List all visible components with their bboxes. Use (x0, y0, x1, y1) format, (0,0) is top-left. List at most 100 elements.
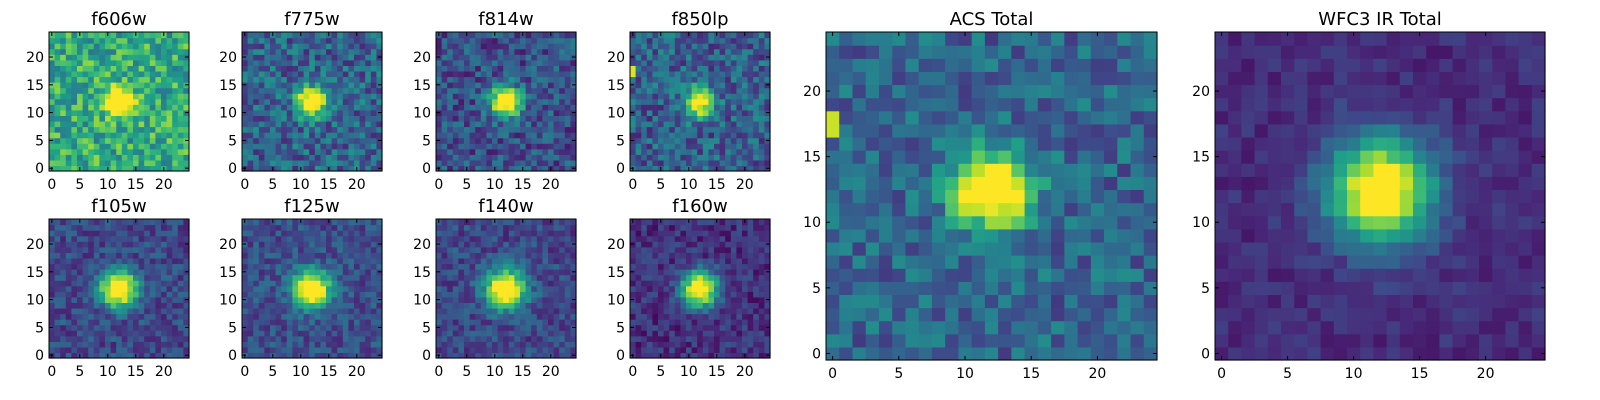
heatmap-cell (714, 154, 721, 161)
heatmap-cell (110, 352, 117, 359)
heatmap-cell (669, 70, 676, 78)
heatmap-cell (77, 335, 84, 342)
heatmap-cell (354, 143, 361, 150)
heatmap-cell (292, 143, 299, 150)
heatmap-cell (77, 109, 84, 116)
heatmap-cell (326, 241, 333, 248)
heatmap-cell (264, 98, 271, 105)
heatmap-cell (520, 48, 527, 55)
heatmap-cell (348, 143, 355, 150)
heatmap-cell (452, 330, 459, 337)
heatmap-cell (138, 257, 145, 265)
heatmap-cell (714, 159, 721, 167)
heatmap-cell (258, 263, 265, 270)
heatmap-cell (82, 115, 89, 122)
heatmap-cell (458, 263, 465, 270)
panel-title: f814w (478, 9, 533, 30)
heatmap-cell (503, 313, 510, 320)
heatmap-cell (49, 257, 56, 265)
heatmap-cell (275, 109, 282, 116)
heatmap-cell (133, 148, 140, 155)
heatmap-cell (508, 70, 515, 78)
heatmap-cell (514, 32, 521, 39)
heatmap-cell (464, 120, 471, 128)
heatmap-cell (564, 32, 571, 39)
heatmap-cell (736, 126, 743, 133)
heatmap-cell (697, 313, 704, 320)
heatmap-cell (359, 296, 366, 303)
heatmap-cell (520, 307, 527, 315)
heatmap-cell (309, 48, 316, 55)
heatmap-cell (65, 32, 72, 39)
heatmap-cell (475, 313, 482, 320)
heatmap-cell (486, 59, 493, 66)
heatmap-cell (309, 54, 316, 61)
heatmap-cell (354, 115, 361, 122)
heatmap-cell (82, 137, 89, 144)
heatmap-cell (635, 341, 642, 348)
heatmap-cell (697, 43, 704, 50)
heatmap-cell (497, 93, 504, 100)
heatmap-cell (281, 120, 288, 128)
heatmap-cell (525, 246, 532, 253)
heatmap-cell (564, 252, 571, 259)
heatmap-cell (492, 109, 499, 116)
heatmap-cell (497, 165, 504, 172)
heatmap-cell (564, 330, 571, 337)
heatmap-cell (564, 59, 571, 66)
heatmap-cell (635, 120, 642, 128)
heatmap-cell (441, 335, 448, 342)
heatmap-cell (508, 37, 515, 44)
heatmap-cell (376, 132, 383, 139)
heatmap-cell (99, 104, 106, 111)
heatmap-cell (702, 269, 709, 276)
heatmap-cell (542, 115, 549, 122)
heatmap-cell (264, 87, 271, 94)
heatmap-cell (714, 76, 721, 83)
heatmap-cell (99, 32, 106, 39)
heatmap-cell (719, 165, 726, 172)
heatmap-cell (253, 120, 260, 128)
heatmap-cell (753, 132, 760, 139)
heatmap-cell (680, 65, 687, 72)
heatmap-cell (286, 224, 293, 231)
heatmap-cell (303, 37, 310, 44)
heatmap-cell (697, 274, 704, 281)
heatmap-cell (93, 324, 100, 331)
heatmap-cell (674, 165, 681, 172)
heatmap-cell (348, 296, 355, 303)
heatmap-cell (503, 235, 510, 242)
heatmap-cell (480, 257, 487, 265)
heatmap-cell (110, 143, 117, 150)
heatmap-cell (60, 76, 67, 83)
heatmap-cell (447, 159, 454, 167)
heatmap-cell (764, 302, 771, 309)
heatmap-cell (742, 104, 749, 111)
heatmap-cell (264, 59, 271, 66)
heatmap-cell (110, 43, 117, 50)
heatmap-cell (514, 76, 521, 83)
heatmap-cell (753, 104, 760, 111)
heatmap-cell (105, 335, 112, 342)
heatmap-cell (309, 230, 316, 237)
heatmap-cell (469, 132, 476, 139)
heatmap-cell (298, 115, 305, 122)
heatmap-cell (441, 269, 448, 276)
heatmap-cell (730, 37, 737, 44)
heatmap-cell (370, 76, 377, 83)
heatmap-cell (161, 257, 168, 265)
heatmap-cell (110, 302, 117, 309)
heatmap-cell (65, 132, 72, 139)
heatmap-cell (376, 224, 383, 231)
heatmap-cell (370, 302, 377, 309)
heatmap-cell (553, 257, 560, 265)
heatmap-cell (753, 319, 760, 326)
heatmap-cell (452, 32, 459, 39)
heatmap-cell (270, 307, 277, 315)
heatmap-cell (725, 341, 732, 348)
heatmap-cell (747, 93, 754, 100)
heatmap-cell (697, 120, 704, 128)
heatmap-cell (337, 346, 344, 354)
heatmap-cell (359, 346, 366, 354)
heatmap-cell (531, 137, 538, 144)
